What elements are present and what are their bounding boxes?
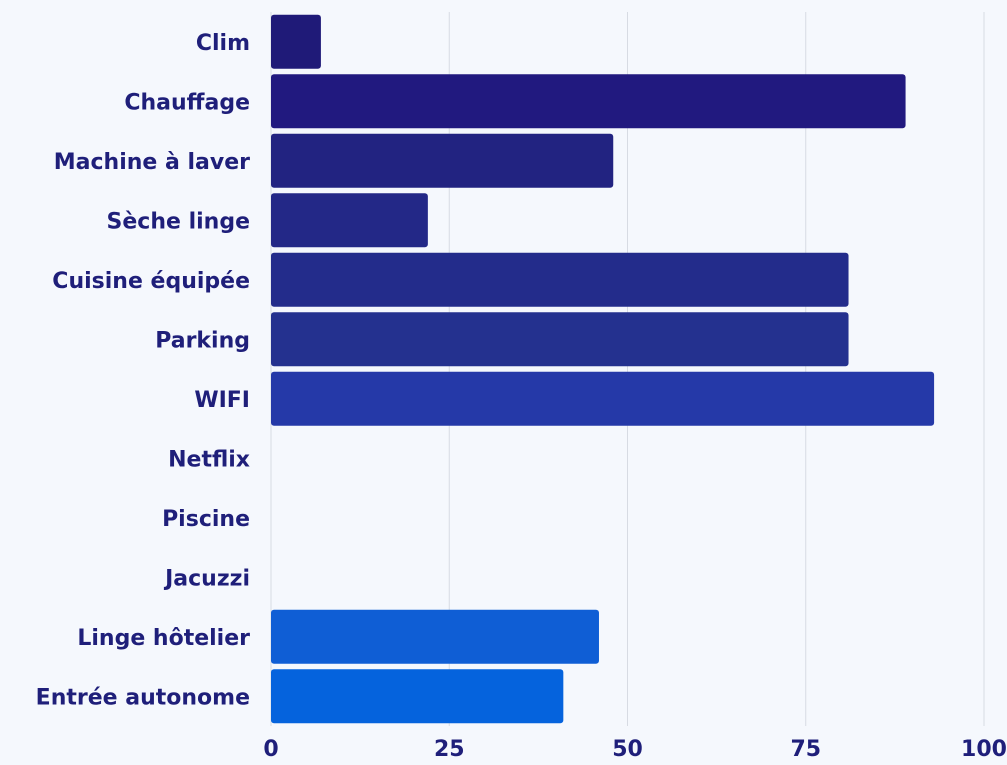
category-label: Clim xyxy=(196,31,250,56)
x-tick-label: 50 xyxy=(612,737,643,762)
x-tick-label: 0 xyxy=(263,737,278,762)
x-tick-label: 75 xyxy=(790,737,821,762)
bar xyxy=(271,371,935,426)
bar xyxy=(271,193,428,248)
bar xyxy=(271,133,614,188)
category-label: Chauffage xyxy=(124,90,250,115)
bar xyxy=(271,252,849,307)
grid-lines xyxy=(270,12,985,726)
category-label: Piscine xyxy=(162,507,250,532)
category-label: Cuisine équipée xyxy=(52,269,250,294)
category-label: WIFI xyxy=(194,388,250,413)
bar xyxy=(271,669,564,724)
category-label: Parking xyxy=(155,328,250,353)
bar xyxy=(271,14,321,69)
category-label: Jacuzzi xyxy=(163,566,250,591)
bar xyxy=(271,609,599,664)
x-tick-label: 25 xyxy=(434,737,465,762)
category-label: Linge hôtelier xyxy=(77,626,250,651)
x-tick-label: 100 xyxy=(961,737,1007,762)
category-label: Entrée autonome xyxy=(36,685,250,710)
category-labels: Clim Chauffage Machine à laver Sèche linge C… xyxy=(36,31,250,711)
category-label: Sèche linge xyxy=(107,209,250,234)
x-axis-tick-labels: 0 25 50 75 100 xyxy=(263,737,1007,762)
category-label: Machine à laver xyxy=(54,150,250,175)
bars xyxy=(271,14,935,724)
bar xyxy=(271,312,849,367)
category-label: Netflix xyxy=(168,447,250,472)
bar xyxy=(271,74,906,129)
